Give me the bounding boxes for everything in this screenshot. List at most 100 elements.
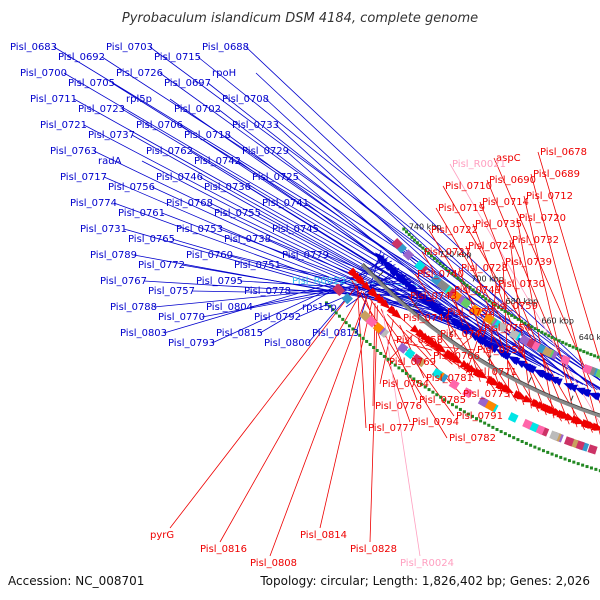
gc-dot [484, 297, 488, 301]
gc-dot [341, 317, 345, 321]
gc-dot [372, 346, 376, 350]
gene-label: aspC [496, 153, 521, 164]
gc-dot [564, 342, 568, 346]
gc-dot [471, 288, 475, 292]
reverse-gene-arrow [530, 398, 542, 407]
gc-dot [557, 339, 561, 343]
cog-color-block [470, 304, 482, 316]
gene-label: Pisl_0744 [403, 313, 450, 324]
label-connector [113, 202, 497, 343]
gc-dot [585, 351, 589, 355]
gc-dot [427, 388, 431, 392]
gc-dot [516, 438, 520, 442]
gene-label: Pisl_0800 [264, 338, 311, 349]
gene-label: Pisl_0815 [216, 328, 263, 339]
gc-dot [419, 382, 423, 386]
label-connector [405, 329, 469, 373]
gene-label: Pisl_0772 [138, 260, 185, 271]
gene-label: Pisl_0795 [196, 276, 243, 287]
cog-color-block [448, 379, 460, 391]
cog-color-block [332, 283, 344, 295]
gene-label: Pisl_0719 [438, 203, 485, 214]
label-connector [209, 202, 488, 338]
cog-color-block [372, 322, 385, 334]
cog-color-block [522, 418, 533, 430]
gc-dot [453, 274, 457, 278]
cog-color-block [582, 363, 593, 375]
gc-dot [572, 460, 576, 464]
label-connector [382, 310, 421, 557]
cog-color-block [587, 444, 598, 455]
gc-dot [324, 301, 328, 305]
gene-label: Pisl_0788 [110, 302, 157, 313]
gc-dot [465, 283, 469, 287]
gc-dot [529, 443, 533, 447]
cog-color-block [519, 334, 530, 346]
cog-color-block [477, 396, 489, 408]
gene-label: Pisl_0710 [445, 181, 492, 192]
gc-dot [462, 281, 466, 285]
gene-label: Pisl_0785 [419, 395, 466, 406]
kbp-tick-label: 660 kbp [541, 316, 574, 325]
gene-label: Pisl_0776 [375, 401, 422, 412]
gc-dot [386, 357, 390, 361]
gc-dot [585, 465, 589, 469]
label-connector [123, 228, 475, 329]
gc-dot [491, 425, 495, 429]
gc-dot [439, 395, 443, 399]
gc-dot [546, 450, 550, 454]
gene-label: Pisl_0689 [533, 169, 580, 180]
gene-label: Pisl_0793 [168, 338, 215, 349]
gene-label: Pisl_R0022 [292, 276, 346, 287]
gene-label: Pisl_0711 [30, 94, 77, 105]
map-title: Pyrobaculum islandicum DSM 4184, complet… [122, 11, 478, 26]
label-connector [143, 280, 434, 299]
gc-dot [594, 467, 598, 471]
gene-label: rpoH [212, 68, 236, 79]
gene-label: Pisl_0808 [250, 558, 297, 569]
gene-label: Pisl_0746 [156, 172, 203, 183]
gc-dot [415, 241, 419, 245]
gc-dot [554, 454, 558, 458]
gc-dot [405, 230, 409, 234]
label-connector [537, 151, 600, 363]
gene-label: Pisl_0766 [433, 351, 480, 362]
gene-label: Pisl_0683 [10, 42, 57, 53]
gc-dot [444, 267, 448, 271]
gc-dot [479, 419, 483, 423]
label-connector [509, 239, 532, 409]
reverse-gene-arrow [472, 367, 484, 377]
gene-label: radA [98, 156, 122, 167]
gene-label: Pisl_0729 [242, 146, 289, 157]
gc-dot [537, 447, 541, 451]
gene-label: rpl5p [126, 94, 152, 105]
gene-label: Pisl_0771 [470, 367, 517, 378]
label-connector [197, 56, 600, 381]
label-connector [379, 319, 394, 385]
gc-dot [347, 324, 351, 328]
forward-gene-arrow [448, 318, 460, 328]
gene-label: Pisl_0751 [234, 260, 281, 271]
gene-label: Pisl_0727 [424, 247, 471, 258]
gene-label: Pisl_0768 [166, 198, 213, 209]
gene-label: Pisl_0828 [350, 544, 397, 555]
gc-dot [568, 344, 572, 348]
gene-label: Pisl_0705 [68, 78, 115, 89]
label-connector [161, 212, 492, 340]
gene-label: Pisl_0690 [489, 175, 536, 186]
gc-dot [477, 292, 481, 296]
gc-dot [520, 319, 524, 323]
gc-dot [596, 355, 600, 359]
gc-dot [500, 307, 504, 311]
forward-gene-arrow [507, 355, 519, 365]
cog-color-block [402, 249, 415, 261]
gc-dot [490, 301, 494, 305]
label-connector [141, 160, 537, 365]
gene-label: Pisl_0697 [164, 78, 211, 89]
cog-color-block [483, 313, 495, 325]
gene-label: Pisl_0741 [262, 198, 309, 209]
gene-label: Pisl_0749 [454, 285, 501, 296]
cog-color-block [404, 348, 416, 360]
gene-label: Pisl_0752 [447, 307, 494, 318]
label-connector [516, 217, 555, 419]
